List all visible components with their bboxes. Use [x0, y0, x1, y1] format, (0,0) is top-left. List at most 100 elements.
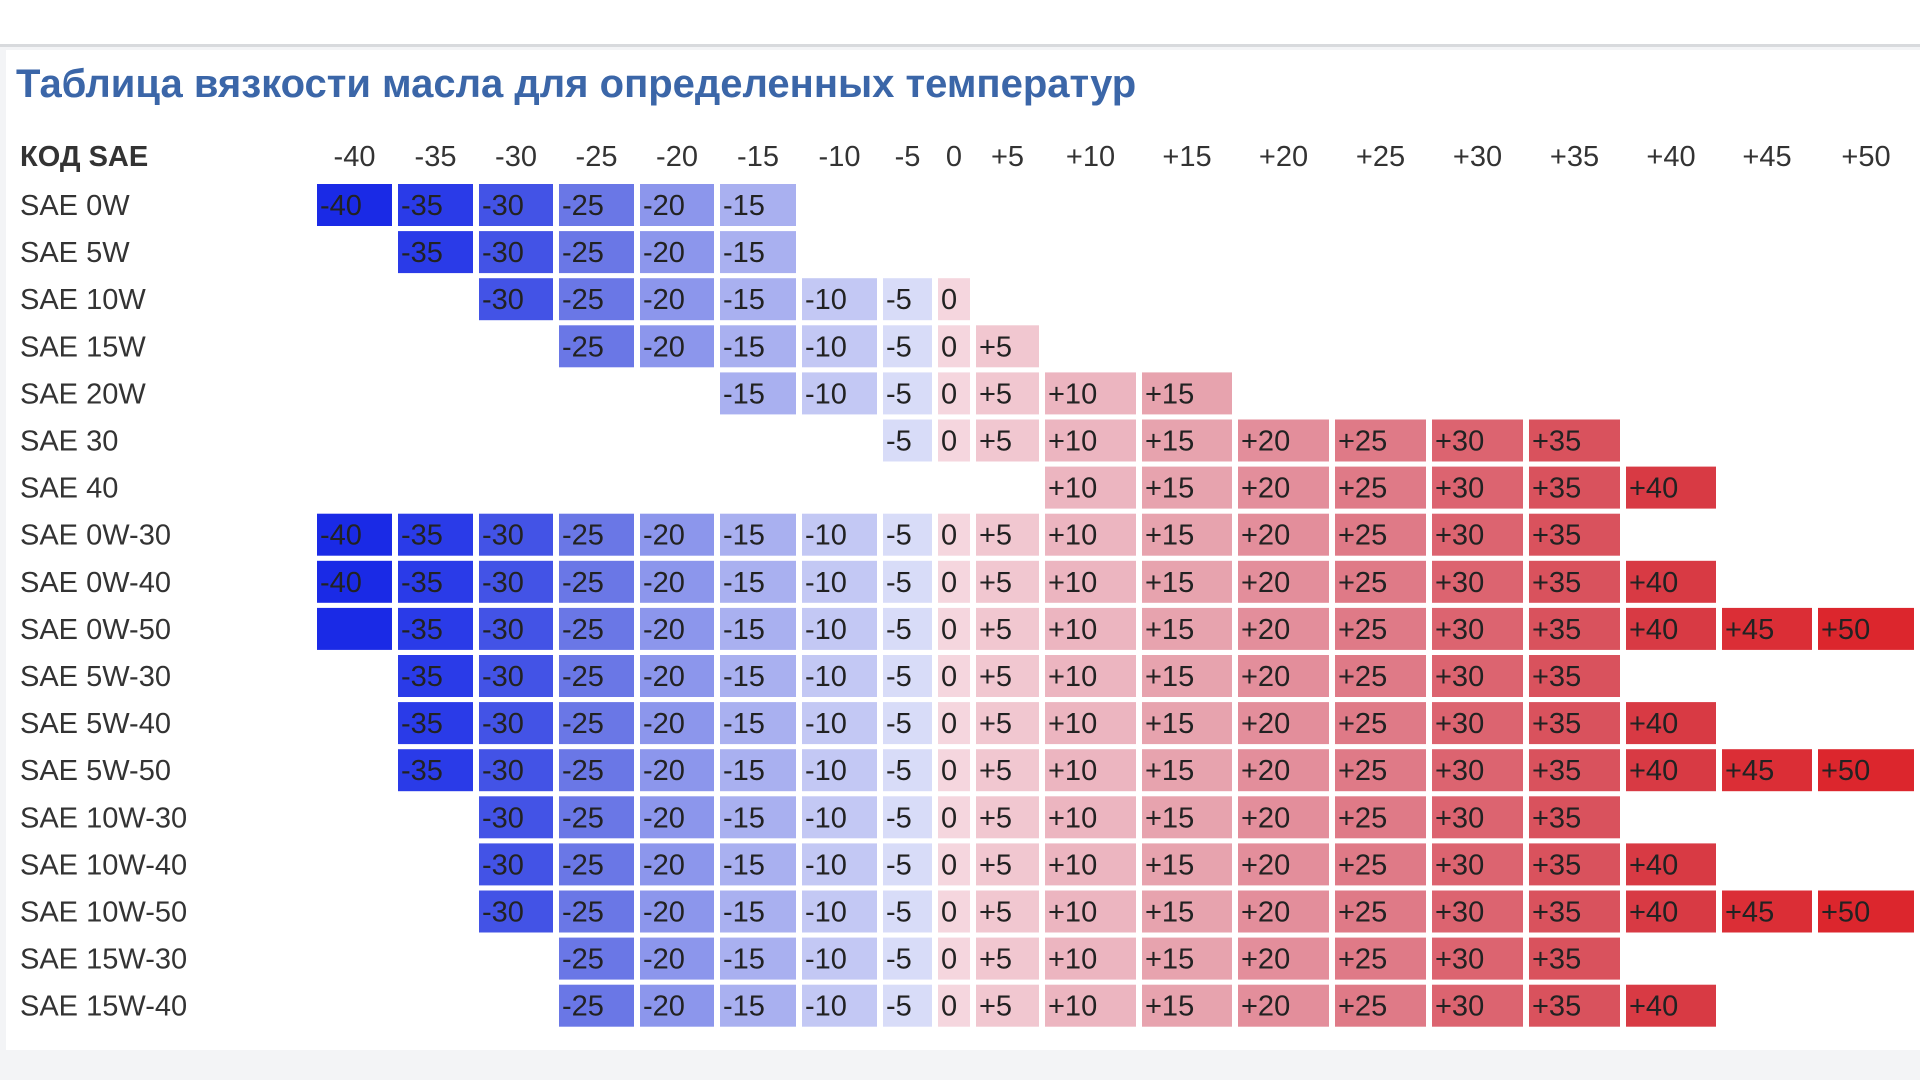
temperature-cell — [938, 325, 970, 368]
temperature-cell-label: +40 — [1629, 614, 1678, 646]
temperature-cell — [1529, 984, 1620, 1027]
temperature-cell-label: +35 — [1532, 473, 1581, 505]
temperature-cell — [559, 702, 634, 745]
temperature-cell-label: -20 — [643, 802, 685, 834]
temperature-cell — [1335, 607, 1426, 650]
temperature-cell-label: +5 — [979, 331, 1012, 363]
temperature-cell-label: +30 — [1435, 426, 1484, 458]
temperature-cell — [938, 843, 970, 886]
temperature-cell-label: -5 — [886, 520, 912, 552]
temperature-cell — [883, 702, 932, 745]
temperature-cell-label: +15 — [1145, 378, 1194, 410]
temperature-cell — [1529, 607, 1620, 650]
temperature-cell-label: -30 — [482, 520, 524, 552]
temperature-cell — [1335, 702, 1426, 745]
temperature-cell — [1335, 419, 1426, 462]
temperature-cell-label: -15 — [723, 708, 765, 740]
temperature-cell — [559, 231, 634, 274]
temperature-cell-label: +30 — [1435, 802, 1484, 834]
temperature-cell — [883, 325, 932, 368]
temperature-cell — [1142, 655, 1232, 697]
temperature-cell — [640, 749, 714, 792]
temperature-cell — [720, 607, 796, 650]
temperature-cell — [802, 655, 877, 697]
temperature-cell — [802, 607, 877, 650]
temperature-cell-label: -25 — [562, 944, 604, 976]
temperature-cell-label: 0 — [941, 991, 957, 1023]
temperature-cell-label: 0 — [941, 708, 957, 740]
temperature-cell — [640, 278, 714, 321]
temperature-cell — [317, 560, 392, 603]
temperature-cell-label: -40 — [320, 190, 362, 222]
temperature-cell-label: +10 — [1048, 755, 1097, 787]
temperature-cell — [1432, 655, 1523, 697]
temperature-cell-label: -30 — [482, 190, 524, 222]
temperature-cell-label: +35 — [1532, 708, 1581, 740]
temperature-cell-label: -25 — [562, 849, 604, 881]
temperature-cell-label: +35 — [1532, 944, 1581, 976]
temperature-cell — [720, 655, 796, 697]
column-header: +45 — [1742, 141, 1791, 173]
temperature-cell — [1432, 749, 1523, 792]
temperature-cell — [1626, 702, 1716, 745]
temperature-cell-label: +35 — [1532, 426, 1581, 458]
temperature-cell-label: 0 — [941, 378, 957, 410]
temperature-cell — [1142, 372, 1232, 415]
temperature-cell-label: +35 — [1532, 614, 1581, 646]
temperature-cell — [479, 278, 553, 321]
temperature-cell-label: -15 — [723, 849, 765, 881]
temperature-cell-label: -5 — [886, 614, 912, 646]
temperature-cell — [720, 890, 796, 933]
temperature-cell-label: -10 — [805, 331, 847, 363]
temperature-cell — [883, 372, 932, 415]
row-label: SAE 15W — [20, 331, 146, 363]
temperature-cell-label: +25 — [1338, 614, 1387, 646]
temperature-cell — [1432, 466, 1523, 509]
temperature-cell — [1626, 466, 1716, 509]
temperature-cell — [938, 702, 970, 745]
temperature-cell-label: +5 — [979, 755, 1012, 787]
temperature-cell — [883, 607, 932, 650]
temperature-cell-label: -10 — [805, 708, 847, 740]
temperature-cell-label: +20 — [1241, 567, 1290, 599]
temperature-cell — [640, 984, 714, 1027]
temperature-cell — [802, 372, 877, 415]
row-label: SAE 5W-30 — [20, 661, 171, 693]
temperature-cell-label: +10 — [1048, 944, 1097, 976]
temperature-cell-label: -30 — [482, 614, 524, 646]
temperature-cell — [1238, 890, 1329, 933]
temperature-cell-label: -5 — [886, 378, 912, 410]
temperature-cell — [976, 890, 1039, 933]
temperature-cell-label: +5 — [979, 991, 1012, 1023]
temperature-cell-label: -35 — [401, 708, 443, 740]
temperature-cell — [559, 890, 634, 933]
temperature-cell-label: +5 — [979, 614, 1012, 646]
column-header: -40 — [334, 141, 376, 173]
temperature-cell — [1045, 655, 1136, 697]
temperature-cell-label: +40 — [1629, 849, 1678, 881]
temperature-cell-label: -5 — [886, 944, 912, 976]
temperature-cell — [720, 513, 796, 556]
temperature-cell — [1529, 937, 1620, 980]
column-header: +40 — [1646, 141, 1695, 173]
row-label: SAE 40 — [20, 473, 118, 505]
temperature-cell-label: -25 — [562, 331, 604, 363]
temperature-cell — [640, 607, 714, 650]
temperature-cell-label: -30 — [482, 567, 524, 599]
temperature-cell-label: -25 — [562, 897, 604, 929]
temperature-cell — [976, 560, 1039, 603]
temperature-cell — [1045, 984, 1136, 1027]
temperature-cell — [479, 607, 553, 650]
temperature-cell — [640, 843, 714, 886]
temperature-cell — [976, 607, 1039, 650]
temperature-cell — [479, 702, 553, 745]
temperature-cell-label: +20 — [1241, 708, 1290, 740]
temperature-cell-label: +30 — [1435, 897, 1484, 929]
temperature-cell — [1529, 796, 1620, 839]
temperature-cell-label: -15 — [723, 190, 765, 222]
temperature-cell — [640, 655, 714, 697]
temperature-cell-label: -30 — [482, 849, 524, 881]
temperature-cell-label: 0 — [941, 897, 957, 929]
temperature-cell-label: +5 — [979, 661, 1012, 693]
temperature-cell — [398, 231, 473, 274]
